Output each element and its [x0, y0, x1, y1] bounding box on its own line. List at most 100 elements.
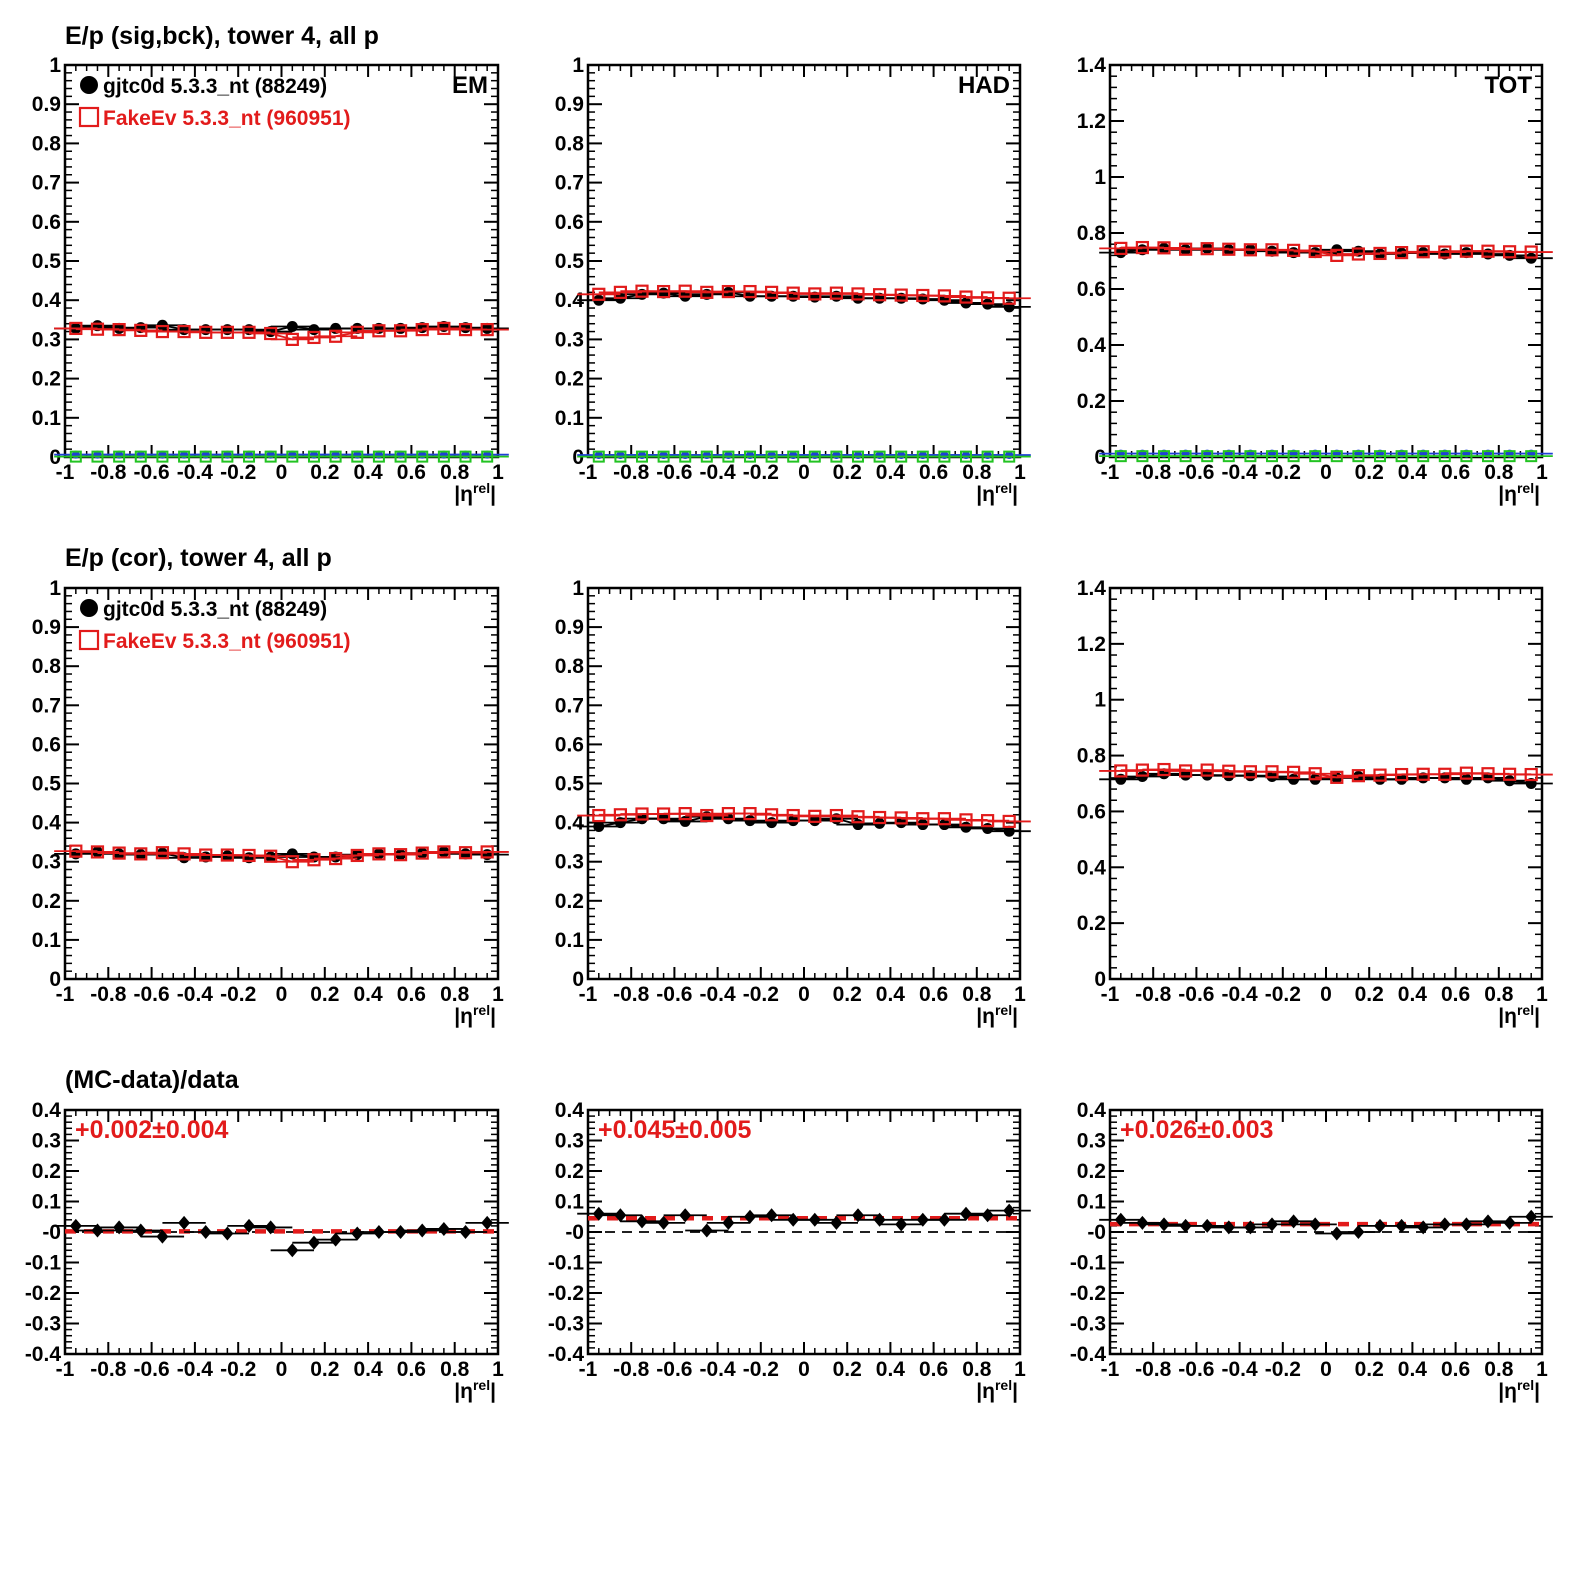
x-axis-label: |ηrel|	[454, 480, 496, 506]
y-tick-label: -0.4	[25, 1343, 62, 1366]
legend-marker-circle	[80, 599, 98, 617]
x-tick-label: 0.2	[1355, 461, 1384, 484]
x-tick-label: -1	[56, 983, 75, 1006]
y-tick-label: 0.7	[555, 694, 584, 717]
x-tick-label: 0.6	[397, 1358, 426, 1381]
y-tick-label: 0.8	[32, 655, 62, 678]
mc-point	[415, 846, 429, 860]
x-tick-label: 0	[276, 461, 288, 484]
x-tick-label: 0.8	[1484, 461, 1514, 484]
x-tick-label: -0.6	[134, 983, 170, 1006]
y-tick-label: 0.5	[32, 773, 62, 796]
y-tick-label: 0.1	[555, 1191, 585, 1214]
row-title-cor: E/p (cor), tower 4, all p	[65, 544, 332, 572]
ratio-point	[481, 1215, 494, 1230]
x-tick-label: 1	[492, 461, 504, 484]
mc-point	[285, 855, 299, 869]
y-tick-label: 1	[572, 54, 584, 77]
ratio-point	[178, 1215, 191, 1230]
y-tick-label: 0.6	[32, 733, 61, 756]
mc-point	[1330, 248, 1344, 262]
x-tick-label: 0	[798, 1358, 810, 1381]
x-tick-label: 0	[1320, 1358, 1332, 1381]
mc-point	[415, 323, 429, 337]
y-tick-label: 0.7	[32, 694, 61, 717]
mc-point	[829, 808, 844, 823]
ratio-point	[221, 1226, 234, 1241]
x-tick-label: -0.6	[134, 1358, 170, 1381]
y-tick-label: 0.9	[32, 93, 61, 116]
y-tick-label: 0	[1094, 968, 1106, 991]
x-axis-label: |ηrel|	[454, 1002, 496, 1028]
x-tick-label: 1	[492, 1358, 504, 1381]
y-tick-label: 0.4	[555, 289, 585, 312]
ratio-point	[134, 1223, 147, 1238]
x-tick-label: -1	[1101, 1358, 1120, 1381]
legend-marker-square	[78, 106, 100, 128]
x-tick-label: -0.4	[700, 983, 737, 1006]
y-tick-label: 0.1	[32, 929, 62, 952]
ratio-point	[286, 1243, 299, 1258]
y-tick-label: 0.8	[1077, 222, 1107, 245]
y-tick-label: 0.8	[555, 132, 585, 155]
mc-point	[480, 845, 494, 859]
mc-point	[1286, 243, 1301, 257]
y-tick-label: 0.2	[555, 1160, 584, 1183]
legend: gjtc0d 5.3.3_nt (88249) FakeEv 5.3.3_nt (…	[78, 598, 351, 653]
y-tick-label: 1	[49, 54, 61, 77]
x-tick-label: 1	[492, 983, 504, 1006]
x-tick-label: 0.4	[876, 1358, 906, 1381]
ratio-point	[1136, 1215, 1149, 1230]
mc-point	[1200, 763, 1214, 777]
x-tick-label: -0.2	[743, 1358, 779, 1381]
ratio-point	[636, 1214, 648, 1229]
y-tick-label: -0	[565, 1221, 584, 1244]
bkg-mc-point	[1525, 450, 1538, 463]
mc-point	[1157, 762, 1171, 777]
mc-point	[1330, 770, 1344, 784]
x-tick-label: -0.4	[1222, 1358, 1259, 1381]
ratio-point	[1525, 1209, 1538, 1224]
plot-frame	[586, 1108, 1022, 1356]
y-tick-label: 0.9	[32, 616, 61, 639]
plot-frame	[1108, 63, 1544, 459]
x-tick-label: 0.6	[919, 1358, 948, 1381]
plot-frame	[1108, 586, 1544, 981]
y-tick-label: 1	[1094, 166, 1106, 189]
data-point	[744, 815, 756, 827]
x-tick-label: -0.2	[220, 983, 256, 1006]
plot-frame	[586, 63, 1022, 459]
x-tick-label: -0.4	[177, 1358, 214, 1381]
data-point	[308, 324, 320, 336]
x-tick-label: -0.8	[90, 1358, 127, 1381]
panel-cor-had: -1 -0.8 -0.6 -0.4 -0.2 0 0.2 0.4 0.6 0.8 1 0 0.1 0.2 0…	[555, 577, 1031, 1028]
ratio-point	[264, 1220, 277, 1235]
x-tick-label: 0.6	[397, 983, 426, 1006]
mc-point	[743, 807, 757, 821]
mc-point	[285, 332, 299, 346]
y-tick-label: 0.5	[555, 773, 585, 796]
y-tick-label: 0.2	[32, 1160, 61, 1183]
x-tick-label: 0.4	[876, 461, 906, 484]
y-tick-label: 1	[1094, 689, 1106, 712]
data-point	[1482, 248, 1494, 260]
x-tick-label: -0.6	[656, 461, 692, 484]
y-tick-label: 0.4	[32, 289, 62, 312]
x-tick-label: -0.2	[1265, 461, 1301, 484]
y-tick-label: 0.1	[555, 407, 585, 430]
y-tick-label: 0.3	[32, 851, 61, 874]
ratio-point	[437, 1221, 450, 1236]
y-tick-label: 0.8	[1077, 745, 1107, 768]
y-tick-label: 1.2	[1077, 110, 1106, 133]
panel-grid: -1 -0.8 -0.6 -0.4 -0.2 0 0.2 0.4 0.6 0.8 1 0 0.1 0.2 0…	[25, 54, 1553, 1403]
data-point	[766, 817, 778, 829]
x-tick-label: 1	[1536, 461, 1548, 484]
ratio-point	[679, 1208, 692, 1223]
ratio-point	[1330, 1226, 1343, 1241]
panel-ratio-had: -1 -0.8 -0.6 -0.4 -0.2 0 0.2 0.4 0.6 0.8 1 -0.4 -0.3…	[548, 1099, 1031, 1403]
x-tick-label: 0.2	[1355, 1358, 1384, 1381]
x-axis-label: |ηrel|	[1498, 1377, 1540, 1403]
data-point	[982, 822, 994, 834]
x-tick-label: -0.2	[220, 1358, 256, 1381]
